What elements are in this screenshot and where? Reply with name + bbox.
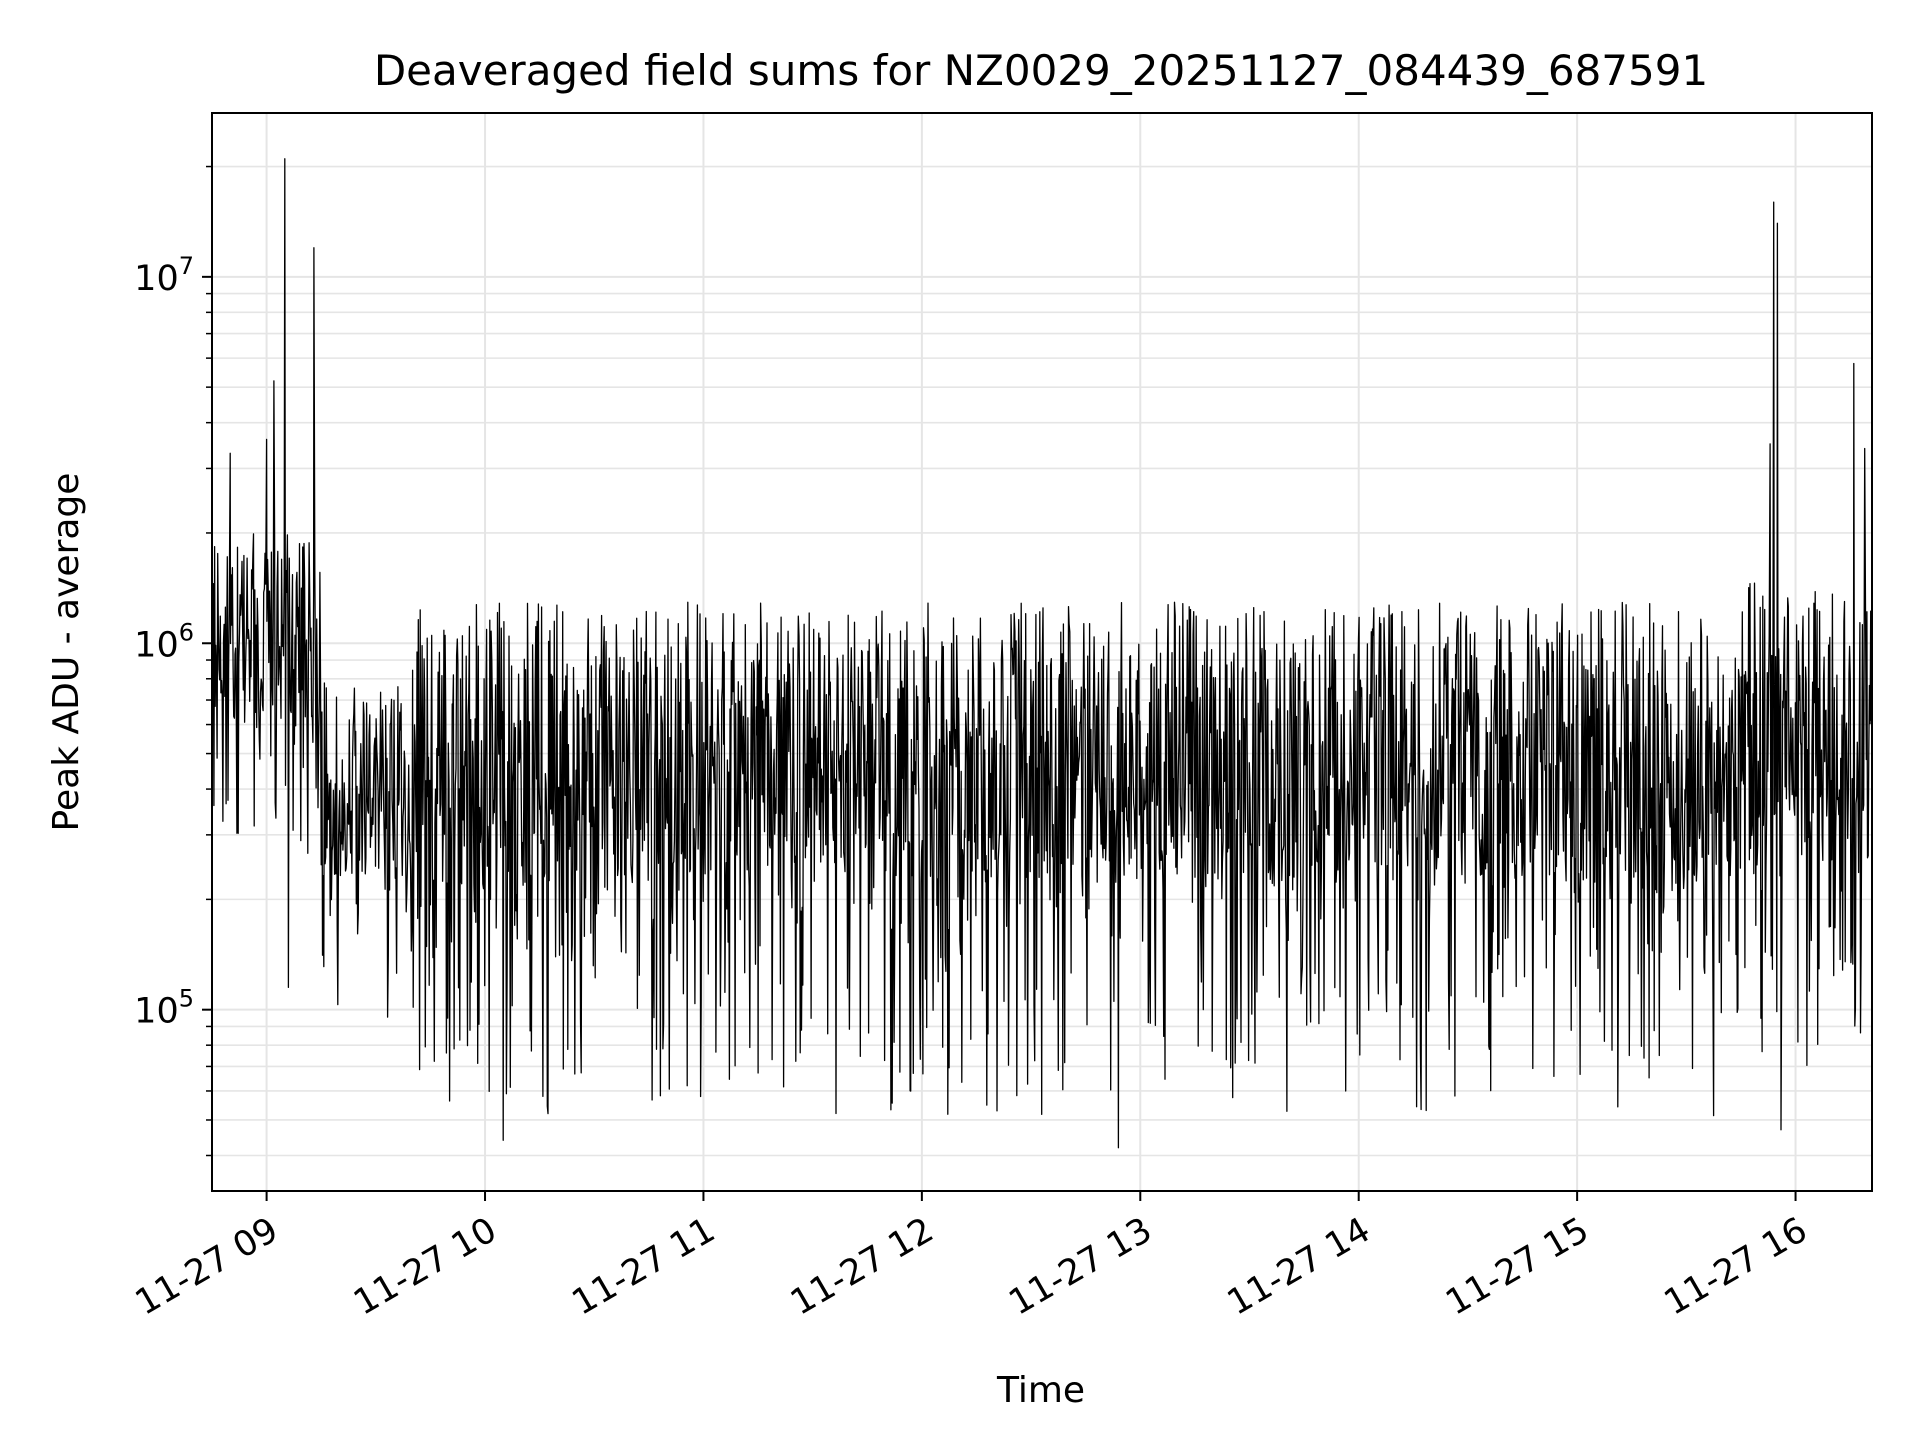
x-tick-label: 11-27 10 <box>347 1210 503 1323</box>
chart-title: Deaveraged field sums for NZ0029_2025112… <box>374 46 1708 95</box>
series-group <box>211 158 1873 1149</box>
x-tick-label: 11-27 09 <box>129 1210 285 1323</box>
x-axis-label: Time <box>996 1370 1085 1411</box>
y-tick-label: 107 <box>134 252 194 299</box>
y-axis-label: Peak ADU - average <box>46 473 87 832</box>
plot-frame <box>211 112 1873 1192</box>
x-axis: 11-27 09 11-27 10 11-27 11 11-27 12 11-27 13… <box>129 1191 1814 1323</box>
x-tick-label: 11-27 15 <box>1439 1210 1595 1323</box>
x-tick-label: 11-27 16 <box>1658 1210 1814 1323</box>
y-axis: 105 106 107 <box>134 165 212 1157</box>
y-tick-label: 105 <box>134 985 194 1032</box>
x-tick-label: 11-27 14 <box>1221 1210 1377 1323</box>
y-tick-label: 106 <box>134 618 194 665</box>
x-tick-label: 11-27 12 <box>784 1210 940 1323</box>
series-line <box>211 158 1873 1149</box>
x-tick-label: 11-27 13 <box>1002 1210 1158 1323</box>
x-tick-label: 11-27 11 <box>566 1210 722 1323</box>
